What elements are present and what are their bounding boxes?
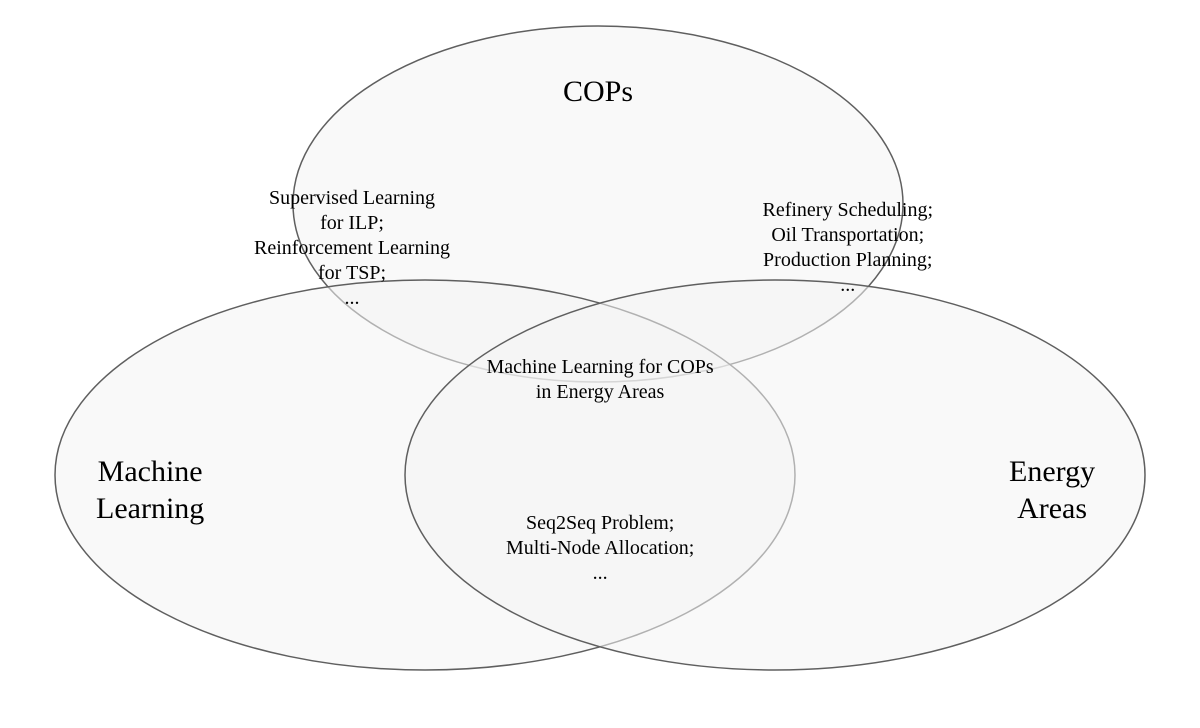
circle-title-machine-learning: Machine Learning (96, 453, 204, 528)
intersection-ml-energy: Seq2Seq Problem; Multi-Node Allocation; … (506, 511, 694, 586)
intersection-cops-ml: Supervised Learning for ILP; Reinforceme… (254, 186, 450, 311)
circle-title-cops: COPs (563, 73, 633, 111)
venn-diagram: COPs Machine Learning Energy Areas Supervis… (0, 0, 1200, 728)
circle-title-energy-areas: Energy Areas (1009, 453, 1095, 528)
intersection-cops-energy: Refinery Scheduling; Oil Transportation;… (763, 198, 934, 298)
intersection-center: Machine Learning for COPs in Energy Area… (487, 355, 714, 405)
